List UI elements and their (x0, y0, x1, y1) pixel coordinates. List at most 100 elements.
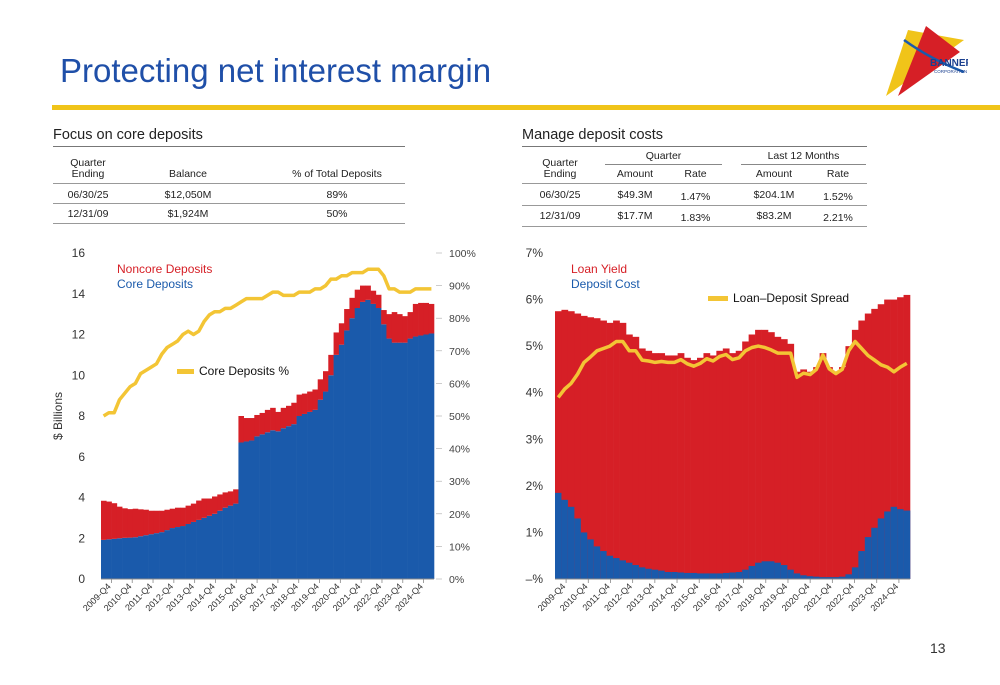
bar-noncore-deposits (412, 303, 419, 337)
right-group1-rule (605, 164, 722, 165)
right-row2-l-rate: 2.21% (823, 212, 853, 224)
bar-core-deposits (360, 301, 366, 579)
bar-deposit-cost (606, 555, 614, 579)
bar-core-deposits (397, 342, 403, 579)
bar-core-deposits (227, 505, 234, 579)
bar-loan-yield (845, 346, 853, 579)
right-q-rate-header: Rate (684, 168, 707, 180)
bar-deposit-cost (671, 572, 678, 579)
bar-noncore-deposits (291, 402, 297, 425)
bar-noncore-deposits (375, 294, 382, 309)
page-number: 13 (930, 640, 946, 656)
y2-tick-label: 50% (449, 411, 470, 423)
bar-deposit-cost (567, 506, 575, 579)
y-tick-label: 8 (78, 409, 85, 423)
bar-loan-yield (613, 320, 620, 579)
bar-core-deposits (307, 411, 313, 579)
bar-noncore-deposits (270, 407, 276, 431)
bar-noncore-deposits (153, 510, 160, 534)
y-tick-label: 2% (526, 479, 544, 493)
bar-core-deposits (323, 391, 329, 579)
bar-noncore-deposits (391, 312, 398, 343)
bar-deposit-cost (839, 576, 846, 579)
bar-noncore-deposits (323, 371, 329, 392)
bar-core-deposits (148, 534, 155, 579)
y2-tick-label: 70% (449, 346, 470, 358)
legend-loan-yield: Loan Yield (571, 262, 628, 276)
bar-loan-yield (903, 294, 911, 579)
bar-loan-yield (884, 299, 891, 579)
bar-core-deposits (301, 413, 308, 579)
bar-deposit-cost (903, 510, 911, 579)
y2-tick-label: 0% (449, 574, 464, 586)
bar-core-deposits (127, 537, 134, 579)
bar-core-deposits (386, 338, 393, 579)
left-table-bottom-rule (53, 223, 405, 224)
y-tick-label: 4 (78, 491, 85, 505)
right-group2-header: Last 12 Months (767, 150, 840, 162)
bar-deposit-cost (619, 560, 627, 579)
bar-loan-yield (574, 313, 582, 579)
right-table-bottom-rule (522, 226, 867, 227)
bar-loan-yield (664, 355, 672, 579)
bar-core-deposits (338, 344, 345, 579)
bar-core-deposits (381, 324, 387, 579)
bar-core-deposits (264, 432, 271, 579)
bar-core-deposits (159, 532, 165, 579)
bar-noncore-deposits (254, 414, 260, 437)
bar-core-deposits (407, 338, 414, 579)
bar-loan-yield (819, 353, 827, 579)
bar-core-deposits (423, 334, 430, 579)
bar-core-deposits (375, 308, 382, 579)
bar-noncore-deposits (301, 393, 308, 414)
y2-tick-label: 40% (449, 444, 470, 456)
legend-core-pct-line (177, 369, 194, 374)
bar-noncore-deposits (307, 391, 313, 412)
bar-loan-yield (787, 343, 795, 579)
bar-noncore-deposits (222, 492, 229, 508)
y-tick-label: 7% (526, 246, 544, 260)
bar-noncore-deposits (354, 289, 361, 309)
bar-core-deposits (111, 538, 118, 579)
right-col1-header-line1: Quarter (542, 157, 578, 169)
bar-deposit-cost (890, 506, 898, 579)
bar-deposit-cost (555, 492, 562, 579)
bar-loan-yield (755, 329, 762, 579)
legend-spread-line (708, 296, 728, 301)
bar-deposit-cost (697, 573, 704, 579)
bar-core-deposits (275, 431, 282, 579)
right-table-header-rule (522, 183, 867, 184)
bar-loan-yield (890, 299, 898, 579)
bar-noncore-deposits (180, 507, 186, 527)
bar-noncore-deposits (201, 498, 208, 518)
bar-core-deposits (428, 333, 435, 579)
bar-deposit-cost (684, 572, 691, 579)
left-col2-header: Balance (169, 168, 207, 180)
left-row2-quarter: 12/31/09 (67, 208, 109, 220)
bar-deposit-cost (600, 551, 607, 579)
right-row2-l-amount: $83.2M (756, 210, 792, 222)
bar-loan-yield (742, 341, 749, 579)
bar-noncore-deposits (365, 285, 371, 300)
bar-loan-yield (826, 367, 833, 579)
bar-noncore-deposits (381, 310, 387, 325)
bar-core-deposits (185, 523, 192, 579)
legend-spread: Loan–Deposit Spread (733, 291, 850, 305)
bar-loan-yield (761, 329, 769, 579)
right-row1-quarter: 06/30/25 (539, 189, 581, 201)
bar-core-deposits (143, 535, 149, 579)
bar-deposit-cost (787, 569, 795, 579)
bar-deposit-cost (574, 518, 582, 579)
bar-noncore-deposits (243, 418, 250, 442)
bar-loan-yield (871, 308, 879, 579)
legend-core-pct: Core Deposits % (199, 364, 290, 378)
bar-core-deposits (259, 434, 266, 579)
bar-noncore-deposits (196, 500, 202, 520)
bar-noncore-deposits (370, 290, 377, 304)
y-tick-label: 6 (78, 450, 85, 464)
right-heading-rule (522, 146, 867, 147)
core-deposits-pct-line (102, 267, 432, 418)
y-tick-label: 6% (526, 293, 544, 307)
bar-noncore-deposits (280, 407, 287, 429)
bar-noncore-deposits (423, 302, 430, 335)
